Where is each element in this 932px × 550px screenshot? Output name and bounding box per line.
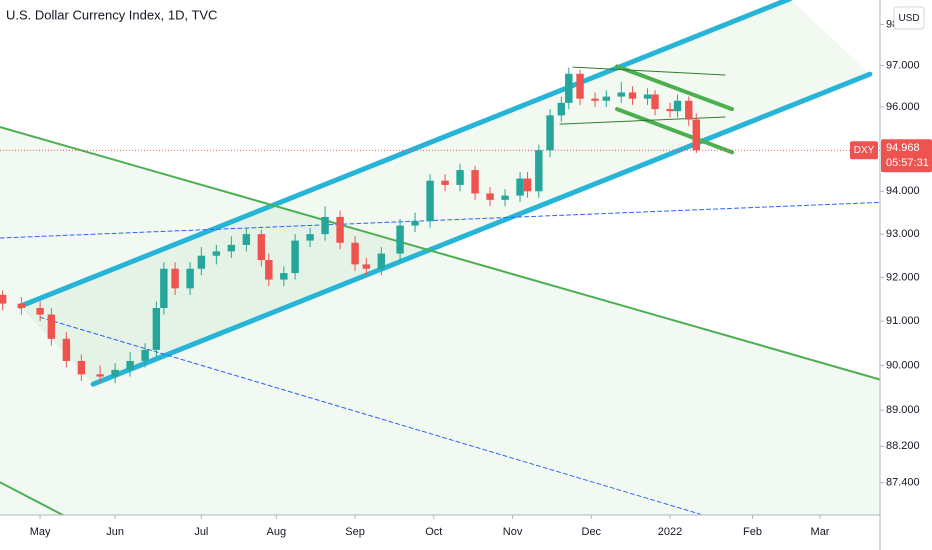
candle-body — [471, 170, 479, 194]
x-tick-label: Jun — [106, 526, 124, 538]
chart-title: U.S. Dollar Currency Index, 1D, TVC — [6, 7, 217, 22]
candle-body — [197, 255, 206, 269]
candle-body — [377, 253, 386, 269]
x-tick-label: Mar — [811, 526, 830, 538]
x-tick-label: Sep — [345, 526, 365, 538]
candle-body — [111, 369, 119, 377]
candle-body — [523, 178, 532, 192]
candle-body — [396, 225, 404, 254]
candle-body — [643, 94, 652, 99]
y-tick-label: 89.000 — [886, 404, 920, 416]
candle-body — [456, 170, 464, 185]
candle-body — [280, 273, 288, 280]
trend-line — [17, 0, 793, 309]
currency-label[interactable]: USD — [898, 13, 919, 24]
candle-body — [242, 234, 251, 245]
plot-area — [0, 0, 880, 515]
candle-body — [651, 94, 659, 110]
trend-line — [0, 126, 880, 381]
candle-body — [47, 314, 56, 339]
candle-body — [426, 180, 434, 222]
candle-body — [628, 92, 637, 99]
candle-body — [617, 92, 625, 97]
trend-line — [615, 64, 735, 112]
trend-line — [572, 66, 726, 76]
candle-body — [441, 180, 449, 185]
candle-body — [321, 216, 329, 235]
x-tick-label: Aug — [267, 526, 287, 538]
candle-body — [692, 119, 700, 151]
symbol-box — [850, 141, 878, 160]
trend-line — [0, 481, 65, 515]
candle-body — [351, 242, 359, 265]
y-tick-label: 93.000 — [886, 228, 920, 240]
candle-body — [265, 260, 273, 280]
trend-line — [559, 116, 726, 125]
candle-body — [557, 102, 566, 116]
candle-body — [77, 360, 86, 375]
x-tick-label: Jul — [194, 526, 208, 538]
candle-body — [411, 221, 419, 226]
y-tick-label: 87.400 — [886, 477, 920, 489]
candle-body — [602, 96, 611, 101]
trend-line — [0, 201, 880, 239]
countdown-label: 05:57:31 — [886, 157, 929, 169]
axes: 98.00097.00096.00094.00093.00092.00091.0… — [30, 18, 932, 538]
y-tick-label: 91.000 — [886, 315, 920, 327]
candle-body — [306, 234, 314, 241]
candle-body — [141, 349, 149, 361]
y-tick-label: 96.000 — [886, 101, 920, 113]
y-tick-label: 94.000 — [886, 185, 920, 197]
x-tick-label: Nov — [503, 526, 523, 538]
x-tick-label: Oct — [425, 526, 442, 538]
y-tick-label: 92.000 — [886, 271, 920, 283]
currency-button[interactable] — [893, 6, 925, 30]
trend-line — [39, 316, 701, 515]
y-tick-label: 97.000 — [886, 59, 920, 71]
candle-body — [501, 195, 509, 200]
candle-body — [0, 294, 7, 304]
last-price-label: 94.968 — [886, 142, 920, 154]
trend-line — [615, 107, 735, 155]
candle-body — [685, 100, 693, 120]
x-tick-label: Feb — [743, 526, 762, 538]
x-tick-label: 2022 — [658, 526, 682, 538]
candle-body — [576, 73, 584, 99]
last-price-box — [881, 139, 932, 173]
candle-body — [36, 307, 44, 315]
candle-body — [291, 240, 299, 274]
candle-body — [17, 303, 26, 308]
trend-line — [90, 71, 873, 387]
x-tick-label: May — [30, 526, 51, 538]
x-tick-label: Dec — [582, 526, 602, 538]
y-tick-label: 90.000 — [886, 359, 920, 371]
candle-body — [257, 234, 266, 261]
candle-body — [565, 73, 573, 103]
candle-body — [126, 360, 134, 370]
candle-body — [96, 374, 104, 377]
candle-body — [152, 307, 161, 350]
candle-body — [546, 115, 554, 151]
candle-body — [362, 264, 371, 269]
candle-body — [666, 109, 674, 112]
candle-body — [516, 178, 524, 196]
candle-body — [336, 216, 344, 243]
y-tick-label: 88.200 — [886, 440, 920, 452]
candle-body — [171, 268, 179, 289]
candle-body — [227, 244, 236, 252]
candle-body — [212, 251, 221, 256]
candle-body — [673, 100, 682, 112]
candle-body — [535, 150, 543, 192]
candle-body — [591, 98, 599, 101]
candle-body — [160, 268, 168, 308]
candle-body — [62, 338, 71, 361]
candle-body — [486, 193, 494, 200]
symbol-label: DXY — [854, 145, 875, 156]
candle-body — [186, 268, 194, 289]
